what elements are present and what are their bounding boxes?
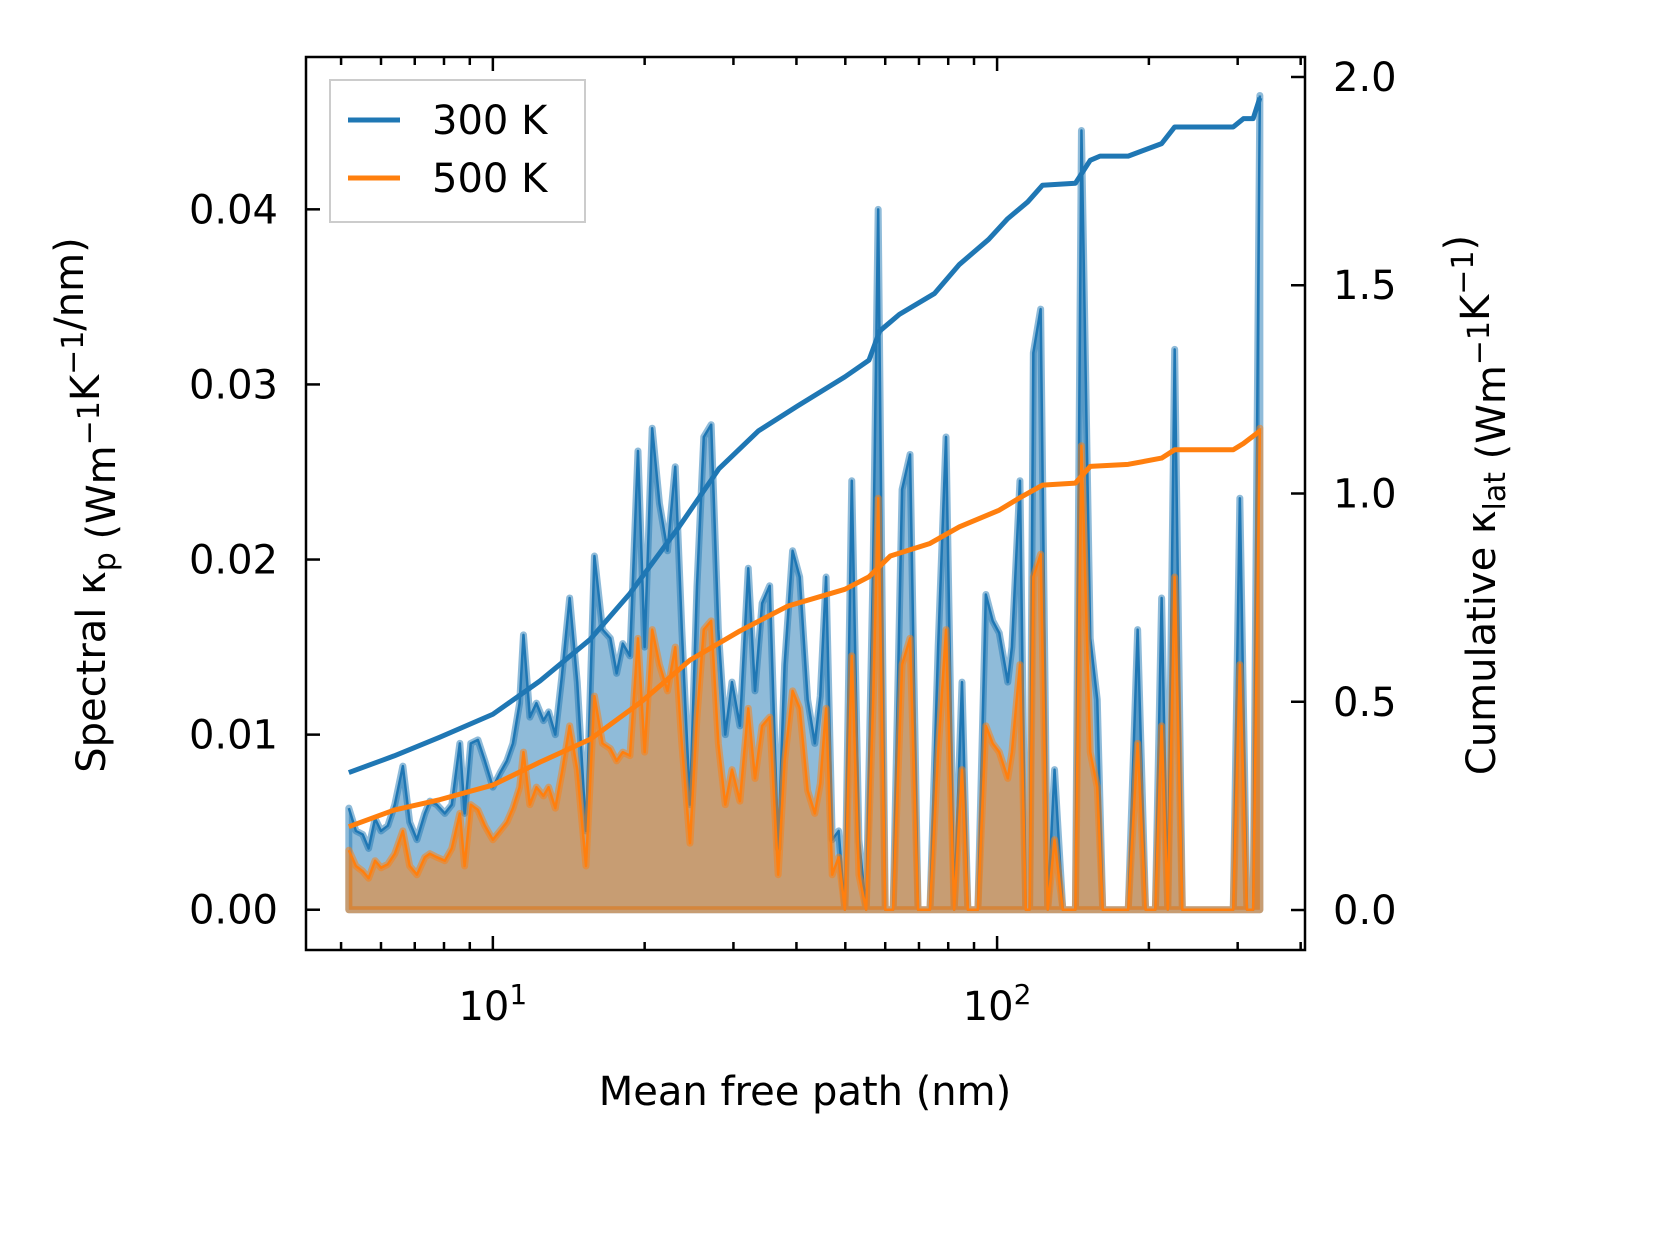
spectral-line-500k <box>347 428 1262 911</box>
y-right-tick-label: 0.5 <box>1333 680 1397 726</box>
y-left-tick-label: 0.00 <box>189 888 278 934</box>
cumulative-line-500k <box>347 429 1262 830</box>
y-left-tick-label: 0.02 <box>189 538 278 584</box>
x-tick-label: 102 <box>963 978 1032 1030</box>
y-right-tick-label: 2.0 <box>1333 55 1397 101</box>
y-left-tick-label: 0.01 <box>189 713 278 759</box>
ticks: 101 102 0.00 0.01 0.02 0.03 0.04 0.0 0.5 1.0 1.5 2.… <box>189 55 1397 1030</box>
x-axis-label: Mean free path (nm) <box>599 1069 1011 1115</box>
y-left-tick-label: 0.03 <box>189 362 278 408</box>
y-right-tick-label: 0.0 <box>1333 888 1397 934</box>
y-left-tick-label: 0.04 <box>189 187 278 233</box>
legend-label: 500 K <box>432 156 549 202</box>
legend-label: 300 K <box>432 98 549 144</box>
axes-frame <box>304 55 1307 952</box>
x-tick-label: 101 <box>458 978 527 1030</box>
legend: 300 K 500 K <box>329 79 586 223</box>
y-axis-label-right: Cumulative κlat (Wm−1K−1) <box>1437 235 1515 775</box>
cumulative-line-300k <box>347 97 1263 775</box>
y-right-tick-label: 1.5 <box>1333 263 1397 309</box>
y-right-tick-label: 1.0 <box>1333 472 1397 518</box>
legend-box <box>329 79 586 223</box>
y-axis-label-left: Spectral κp (Wm−1K−1/nm) <box>47 237 125 772</box>
plot-area <box>345 92 1264 914</box>
